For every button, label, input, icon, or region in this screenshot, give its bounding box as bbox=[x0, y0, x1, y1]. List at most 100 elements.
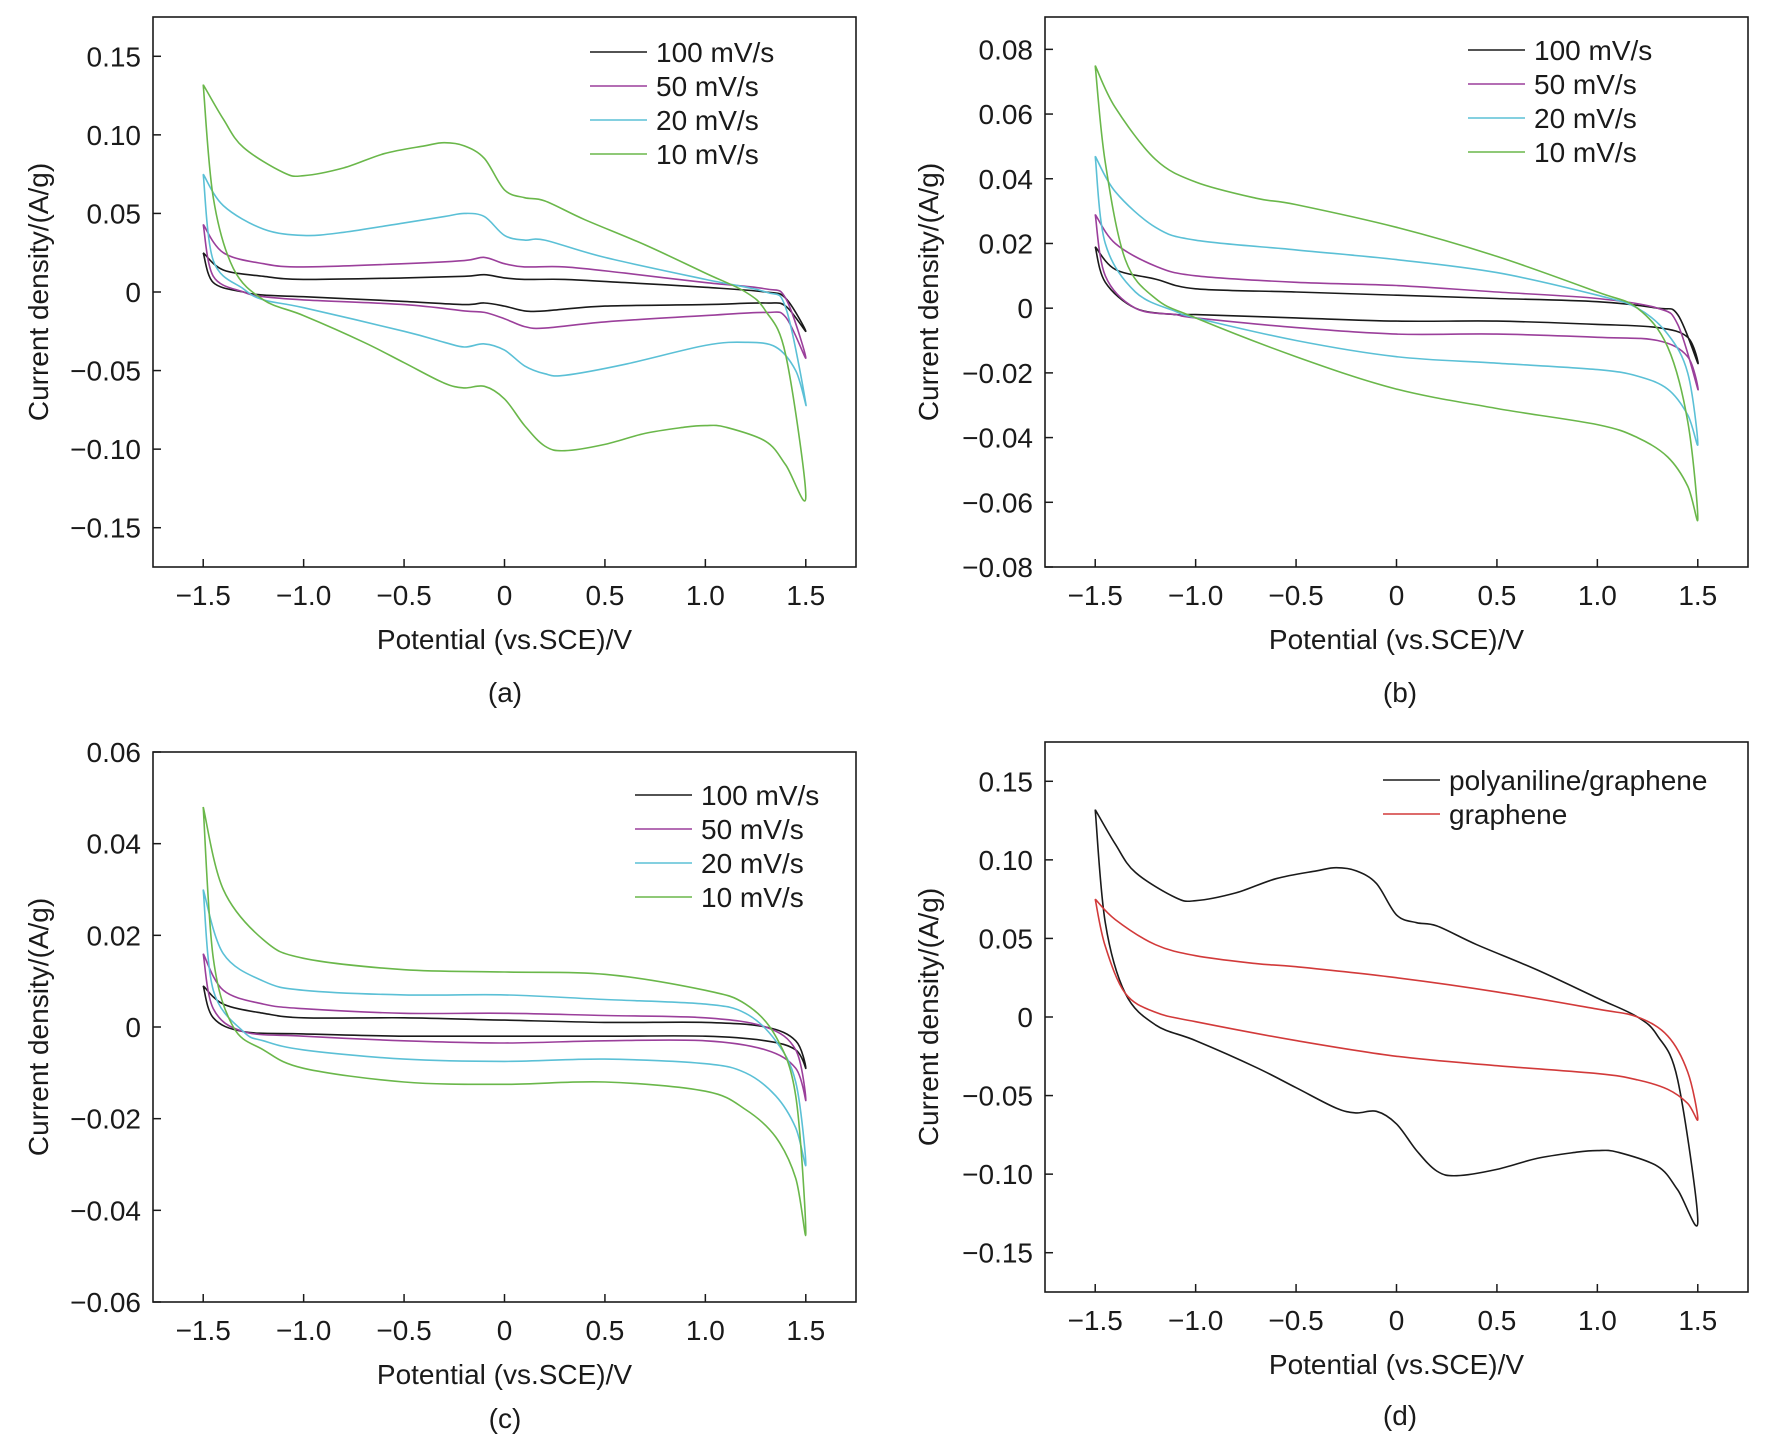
y-tick-label: −0.10 bbox=[962, 1159, 1033, 1190]
series-line-3 bbox=[202, 889, 807, 1167]
y-tick-label: 0.15 bbox=[87, 41, 142, 72]
chart-panel-d: −1.5 −1.0 −0.5 0 0.5 1.0 1.5 0.15 0.10 0.05 0 −0.05… bbox=[913, 741, 1749, 1431]
y-tick-label: 0.08 bbox=[979, 34, 1034, 65]
y-axis-label: Current density/(A/g) bbox=[23, 163, 54, 421]
legend-label: graphene bbox=[1449, 799, 1567, 830]
panel-label: (d) bbox=[1383, 1400, 1417, 1431]
x-tick-label: 1.0 bbox=[686, 1315, 725, 1346]
x-tick-label: 0.5 bbox=[1477, 580, 1516, 611]
y-tick-label: −0.02 bbox=[962, 358, 1033, 389]
x-tick-label: −0.5 bbox=[376, 1315, 431, 1346]
y-tick-label: 0.10 bbox=[87, 120, 142, 151]
x-tick-label: −1.5 bbox=[1068, 580, 1123, 611]
series-line-2 bbox=[202, 953, 807, 1102]
legend-label: 10 mV/s bbox=[701, 882, 804, 913]
y-tick-label: 0 bbox=[1017, 1002, 1033, 1033]
y-tick-label: 0.10 bbox=[979, 845, 1034, 876]
y-tick-label: 0.15 bbox=[979, 766, 1034, 797]
legend-label: 50 mV/s bbox=[1534, 69, 1637, 100]
y-tick-label: −0.06 bbox=[70, 1287, 141, 1318]
y-tick-label: −0.08 bbox=[962, 552, 1033, 583]
y-tick-label: 0.06 bbox=[87, 737, 142, 768]
x-tick-label: 0 bbox=[497, 580, 513, 611]
y-tick-label: 0 bbox=[1017, 293, 1033, 324]
series-line-4 bbox=[202, 84, 807, 502]
plot-frame bbox=[1044, 16, 1749, 568]
x-tick-label: 0 bbox=[1389, 580, 1405, 611]
legend-label: 100 mV/s bbox=[1534, 35, 1652, 66]
legend-label: 20 mV/s bbox=[701, 848, 804, 879]
y-tick-label: 0 bbox=[125, 277, 141, 308]
x-axis-label: Potential (vs.SCE)/V bbox=[1269, 1349, 1525, 1380]
y-tick-label: −0.05 bbox=[70, 356, 141, 387]
x-tick-label: 0.5 bbox=[585, 1315, 624, 1346]
x-tick-label: −0.5 bbox=[1268, 1305, 1323, 1336]
series-line-1 bbox=[1094, 246, 1699, 365]
y-axis-label: Current density/(A/g) bbox=[23, 898, 54, 1156]
plot-frame bbox=[1044, 741, 1749, 1293]
x-tick-label: 0 bbox=[497, 1315, 513, 1346]
y-tick-label: −0.04 bbox=[962, 423, 1033, 454]
chart-panel-a: −1.5 −1.0 −0.5 0 0.5 1.0 1.5 0.15 0.10 0.05 0 −0.05… bbox=[23, 16, 857, 708]
x-tick-label: −1.0 bbox=[276, 580, 331, 611]
y-tick-label: 0.05 bbox=[979, 923, 1034, 954]
y-tick-label: −0.15 bbox=[962, 1238, 1033, 1269]
legend-label: 20 mV/s bbox=[656, 105, 759, 136]
y-tick-label: 0 bbox=[125, 1012, 141, 1043]
y-tick-label: −0.06 bbox=[962, 487, 1033, 518]
y-tick-label: 0.02 bbox=[979, 228, 1034, 259]
x-tick-label: 1.0 bbox=[686, 580, 725, 611]
y-tick-label: −0.02 bbox=[70, 1104, 141, 1135]
x-tick-label: −1.0 bbox=[1168, 1305, 1223, 1336]
y-tick-label: −0.10 bbox=[70, 434, 141, 465]
y-tick-label: 0.02 bbox=[87, 920, 142, 951]
series-line-3 bbox=[1094, 155, 1699, 447]
chart-panel-b: −1.5 −1.0 −0.5 0 0.5 1.0 1.5 0.08 0.06 0.04 0.02 0 −… bbox=[913, 16, 1749, 708]
y-tick-label: −0.05 bbox=[962, 1081, 1033, 1112]
chart-panel-c: −1.5 −1.0 −0.5 0 0.5 1.0 1.5 0.06 0.04 0.02 0 −0.02… bbox=[23, 737, 857, 1434]
series-line-1 bbox=[202, 252, 807, 333]
y-axis-label: Current density/(A/g) bbox=[913, 163, 944, 421]
x-tick-label: 1.5 bbox=[1678, 580, 1717, 611]
x-tick-label: 0.5 bbox=[585, 580, 624, 611]
legend-label: 10 mV/s bbox=[656, 139, 759, 170]
x-axis-label: Potential (vs.SCE)/V bbox=[1269, 624, 1525, 655]
x-tick-label: 0 bbox=[1389, 1305, 1405, 1336]
y-tick-label: 0.06 bbox=[979, 99, 1034, 130]
x-tick-label: 0.5 bbox=[1477, 1305, 1516, 1336]
series-line-1 bbox=[202, 985, 807, 1070]
y-tick-label: 0.04 bbox=[87, 829, 142, 860]
legend-label: 20 mV/s bbox=[1534, 103, 1637, 134]
x-tick-label: 1.0 bbox=[1578, 580, 1617, 611]
series-line-2 bbox=[202, 223, 807, 359]
series-line-4 bbox=[1094, 65, 1699, 522]
y-axis-label: Current density/(A/g) bbox=[913, 888, 944, 1146]
series-line-4 bbox=[202, 806, 807, 1237]
legend-label: 10 mV/s bbox=[1534, 137, 1637, 168]
x-tick-label: −1.5 bbox=[176, 1315, 231, 1346]
x-tick-label: −1.0 bbox=[276, 1315, 331, 1346]
x-tick-label: 1.5 bbox=[786, 580, 825, 611]
panel-label: (c) bbox=[489, 1403, 522, 1434]
panel-label: (b) bbox=[1383, 677, 1417, 708]
legend-label: 50 mV/s bbox=[701, 814, 804, 845]
y-tick-label: −0.15 bbox=[70, 513, 141, 544]
x-tick-label: −1.0 bbox=[1168, 580, 1223, 611]
y-tick-label: −0.04 bbox=[70, 1195, 141, 1226]
series-line-1 bbox=[1094, 809, 1699, 1227]
x-axis-label: Potential (vs.SCE)/V bbox=[377, 624, 633, 655]
legend-label: 100 mV/s bbox=[701, 780, 819, 811]
legend-label: 50 mV/s bbox=[656, 71, 759, 102]
x-axis-label: Potential (vs.SCE)/V bbox=[377, 1359, 633, 1390]
x-tick-label: 1.5 bbox=[786, 1315, 825, 1346]
x-tick-label: 1.0 bbox=[1578, 1305, 1617, 1336]
y-tick-label: 0.04 bbox=[979, 164, 1034, 195]
series-line-2 bbox=[1094, 898, 1699, 1121]
x-tick-label: −1.5 bbox=[1068, 1305, 1123, 1336]
x-tick-label: −0.5 bbox=[376, 580, 431, 611]
legend-label: 100 mV/s bbox=[656, 37, 774, 68]
legend-label: polyaniline/graphene bbox=[1449, 765, 1707, 796]
series-line-3 bbox=[202, 173, 807, 407]
x-tick-label: −0.5 bbox=[1268, 580, 1323, 611]
